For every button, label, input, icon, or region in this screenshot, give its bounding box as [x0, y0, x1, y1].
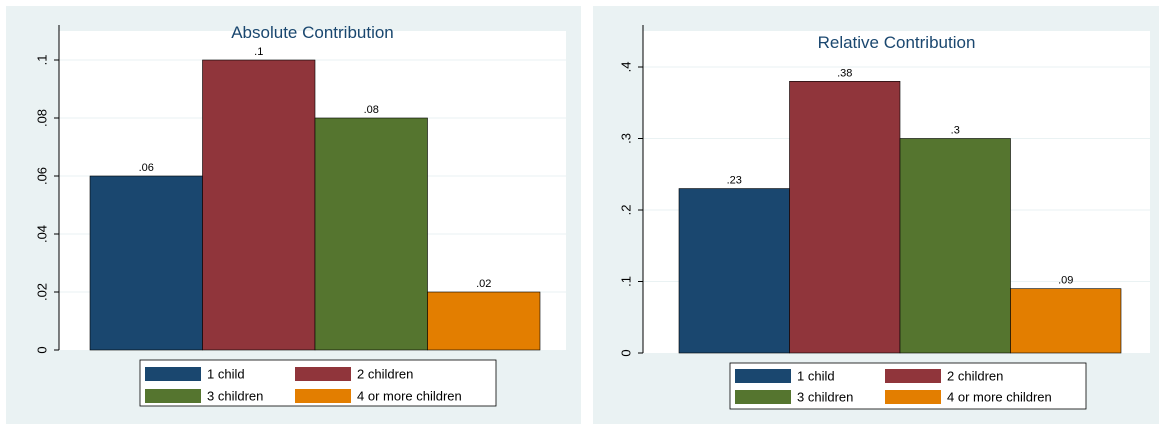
- y-tick-label: .06: [35, 167, 50, 185]
- legend-label: 4 or more children: [947, 390, 1052, 405]
- y-tick-label: 0: [619, 349, 634, 356]
- legend-swatch: [145, 367, 201, 381]
- legend-label: 3 children: [797, 390, 853, 405]
- bar-value-label: .1: [254, 46, 263, 58]
- legend-swatch: [885, 369, 941, 383]
- y-tick-label: .1: [35, 55, 50, 66]
- legend-label: 4 or more children: [357, 389, 462, 404]
- bar-value-label: .02: [476, 278, 491, 290]
- bar-value-label: .23: [727, 175, 742, 187]
- bar-4: [427, 291, 541, 351]
- bar-value-label: .3: [951, 125, 960, 137]
- legend-label: 2 children: [947, 369, 1003, 384]
- chart-title: Absolute Contribution: [231, 23, 394, 42]
- bar-2: [789, 81, 901, 354]
- bar-value-label: .06: [139, 162, 154, 174]
- y-tick-label: .3: [619, 133, 634, 144]
- bar-2: [202, 59, 316, 351]
- bar-1: [678, 188, 790, 354]
- y-tick-label: 0: [35, 346, 50, 353]
- legend-label: 3 children: [207, 389, 263, 404]
- y-tick-label: .1: [619, 276, 634, 287]
- y-tick-label: .2: [619, 205, 634, 216]
- legend-label: 1 child: [207, 367, 245, 382]
- bar-3: [314, 117, 428, 351]
- legend-label: 1 child: [797, 369, 835, 384]
- legend-swatch: [735, 369, 791, 383]
- y-tick-label: .4: [619, 62, 634, 73]
- bar-value-label: .08: [364, 104, 379, 116]
- legend-swatch: [885, 390, 941, 404]
- legend-swatch: [295, 389, 351, 403]
- chart-panel-2: 0 .1 .2 .3 .4 .23 .38 .3 .09 Relative Contributio…: [593, 6, 1159, 424]
- chart-title: Relative Contribution: [818, 33, 976, 52]
- y-tick-label: .02: [35, 283, 50, 301]
- bar-4: [1010, 288, 1122, 354]
- legend-swatch: [295, 367, 351, 381]
- legend-label: 2 children: [357, 367, 413, 382]
- legend-swatch: [735, 390, 791, 404]
- bar-3: [899, 138, 1011, 354]
- y-tick-label: .08: [35, 109, 50, 127]
- bar-value-label: .38: [837, 67, 852, 79]
- bar-value-label: .09: [1058, 275, 1073, 287]
- y-tick-label: .04: [35, 225, 50, 243]
- legend-swatch: [145, 389, 201, 403]
- chart-panel-1: 0 .02 .04 .06 .08 .1 .06 .1 .08 .02 Absolute Contr…: [6, 6, 581, 424]
- bar-1: [89, 175, 203, 351]
